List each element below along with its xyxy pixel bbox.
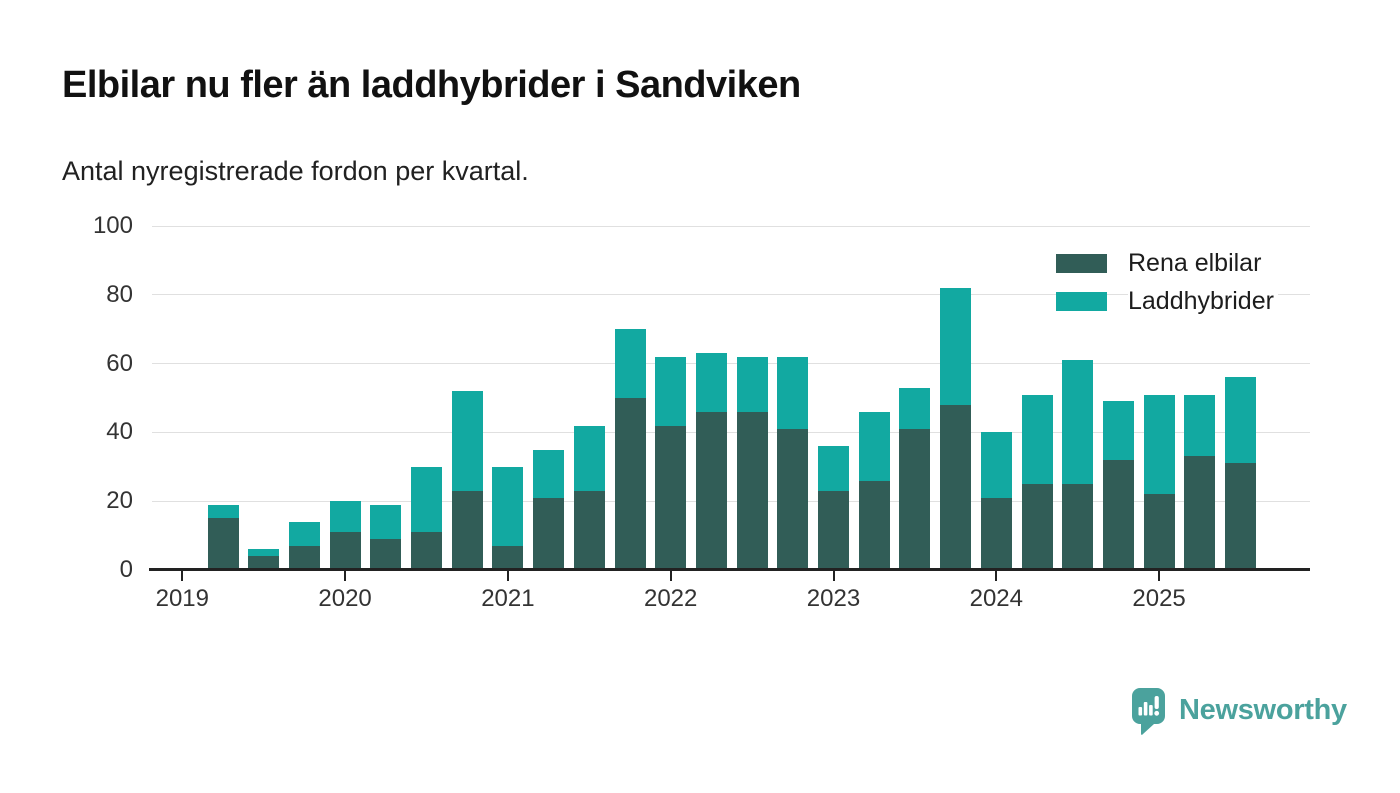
brand-name: Newsworthy: [1179, 694, 1347, 726]
chart-subtitle: Antal nyregistrerade fordon per kvartal.: [62, 156, 529, 186]
x-axis-tick-label: 2023: [806, 585, 861, 612]
legend: Rena elbilar Laddhybrider: [1056, 247, 1278, 330]
newsworthy-bubble-icon: [1132, 688, 1165, 735]
x-axis-tick: [1158, 571, 1161, 581]
bar-segment-rena-elbilar: [695, 411, 727, 570]
bar-segment-rena-elbilar: [492, 545, 524, 570]
x-axis-tick: [995, 571, 998, 581]
bar-segment-rena-elbilar: [980, 497, 1012, 570]
bar-segment-rena-elbilar: [248, 556, 280, 570]
gridline: [152, 294, 1310, 296]
bar-segment-rena-elbilar: [818, 490, 849, 570]
bar-segment-rena-elbilar: [1143, 494, 1175, 570]
bar-segment-laddhybrider: [329, 501, 361, 533]
y-axis-tick-label: 60: [106, 349, 133, 377]
bar-segment-laddhybrider: [980, 432, 1012, 498]
legend-label-rena-elbilar: Rena elbilar: [1128, 247, 1266, 280]
bar-segment-rena-elbilar: [940, 404, 972, 570]
bar-segment-laddhybrider: [858, 411, 890, 481]
bar-segment-rena-elbilar: [573, 490, 605, 570]
gridline: [152, 500, 1310, 502]
x-axis-tick-label: 2021: [481, 585, 535, 612]
bar-segment-rena-elbilar: [614, 398, 646, 570]
x-axis-tick: [832, 571, 835, 581]
gridline: [152, 225, 1310, 227]
bar-segment-laddhybrider: [1102, 401, 1134, 460]
x-axis-tick-label: 2025: [1132, 585, 1186, 612]
bar-segment-rena-elbilar: [451, 490, 483, 570]
x-axis-tick: [669, 571, 672, 581]
bar-segment-rena-elbilar: [655, 425, 687, 570]
bar-segment-laddhybrider: [370, 504, 402, 540]
gridline: [152, 431, 1310, 433]
y-axis-tick-label: 0: [119, 556, 133, 583]
bar-segment-laddhybrider: [207, 504, 239, 519]
bar-segment-rena-elbilar: [288, 545, 320, 570]
bar-segment-laddhybrider: [411, 466, 442, 533]
y-axis-tick-label: 20: [106, 487, 133, 515]
bar-segment-laddhybrider: [1062, 360, 1094, 484]
bar-segment-rena-elbilar: [1225, 463, 1256, 570]
bar-segment-laddhybrider: [655, 356, 687, 426]
x-axis-tick: [506, 571, 509, 581]
x-axis-tick-label: 2020: [318, 585, 372, 612]
bar-segment-laddhybrider: [940, 287, 972, 405]
bar-segment-rena-elbilar: [370, 539, 402, 570]
bar-segment-laddhybrider: [695, 353, 727, 412]
bar-segment-laddhybrider: [1021, 394, 1053, 484]
legend-swatch-laddhybrider: [1056, 292, 1107, 311]
bar-segment-rena-elbilar: [736, 411, 768, 570]
bar-segment-laddhybrider: [492, 466, 524, 546]
bar-segment-rena-elbilar: [1102, 459, 1134, 570]
legend-swatch-rena-elbilar: [1056, 254, 1107, 273]
bar-segment-rena-elbilar: [777, 428, 809, 570]
bar-segment-laddhybrider: [1184, 394, 1216, 457]
x-axis-tick: [181, 571, 184, 581]
x-axis-line: [149, 568, 1310, 571]
bar-segment-rena-elbilar: [1021, 484, 1053, 570]
bar-segment-laddhybrider: [899, 387, 931, 429]
bar-segment-laddhybrider: [818, 446, 849, 491]
bar-segment-laddhybrider: [1143, 394, 1175, 495]
bar-segment-laddhybrider: [248, 549, 280, 557]
bar-segment-laddhybrider: [736, 356, 768, 412]
bar-segment-laddhybrider: [533, 449, 565, 498]
bar-segment-rena-elbilar: [207, 518, 239, 570]
y-axis-tick-label: 40: [106, 418, 133, 446]
legend-item: Laddhybrider: [1056, 285, 1278, 318]
x-axis-tick-label: 2024: [969, 585, 1023, 612]
gridline: [152, 363, 1310, 365]
bar-segment-laddhybrider: [451, 391, 483, 491]
legend-item: Rena elbilar: [1056, 247, 1278, 280]
bar-segment-rena-elbilar: [1184, 456, 1216, 570]
x-axis-tick-label: 2019: [155, 585, 209, 612]
bar-segment-laddhybrider: [1225, 377, 1256, 464]
y-axis-tick-label: 100: [92, 212, 133, 239]
x-axis-tick-label: 2022: [643, 585, 698, 612]
x-axis-tick: [344, 571, 347, 581]
chart-title: Elbilar nu fler än laddhybrider i Sandvi…: [62, 64, 801, 106]
legend-label-laddhybrider: Laddhybrider: [1128, 285, 1278, 318]
newsworthy-logo: Newsworthy: [1132, 688, 1347, 735]
bar-segment-laddhybrider: [614, 329, 646, 398]
bar-segment-rena-elbilar: [1062, 484, 1094, 570]
bar-segment-laddhybrider: [777, 356, 809, 429]
bar-segment-rena-elbilar: [411, 532, 442, 570]
bar-segment-rena-elbilar: [329, 532, 361, 570]
bar-segment-laddhybrider: [573, 425, 605, 491]
y-axis-tick-label: 80: [106, 280, 133, 308]
bar-segment-laddhybrider: [288, 521, 320, 546]
bar-segment-rena-elbilar: [858, 480, 890, 570]
bar-segment-rena-elbilar: [533, 497, 565, 570]
bar-segment-rena-elbilar: [899, 428, 931, 570]
